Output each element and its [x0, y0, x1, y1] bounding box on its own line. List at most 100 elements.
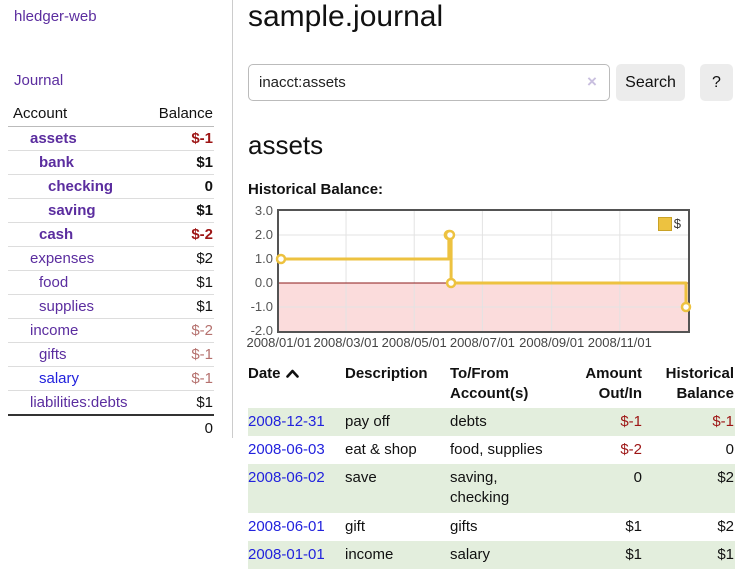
app-brand-link[interactable]: hledger-web — [14, 8, 97, 25]
chart-legend: $ — [655, 215, 683, 232]
register-header-accounts: To/From Account(s) — [450, 365, 529, 403]
transaction-description: save — [345, 464, 450, 513]
clear-search-icon[interactable]: × — [587, 72, 597, 91]
account-link-food[interactable]: food — [39, 274, 69, 291]
search-bar: × Search ? — [248, 64, 742, 101]
account-row: expenses $2 — [8, 246, 214, 271]
register-header-description: Description — [345, 365, 428, 382]
x-axis-tick-label: 2008/01/01 — [246, 335, 312, 350]
accounts-header-account: Account — [8, 102, 145, 127]
account-row: bank $1 — [8, 150, 214, 175]
accounts-total-value: 0 — [144, 414, 214, 440]
account-row: supplies $1 — [8, 294, 214, 319]
accounts-table: Account Balance assets $-1 bank $1 checking 0… — [8, 102, 214, 440]
account-link-bank[interactable]: bank — [39, 154, 75, 171]
transaction-description: gift — [345, 517, 366, 535]
transaction-amount: $1 — [566, 540, 643, 569]
account-row: cash $-2 — [8, 222, 214, 247]
transaction-balance: 0 — [725, 440, 734, 458]
legend-label: $ — [673, 216, 681, 231]
transaction-date-link[interactable]: 2008-01-01 — [248, 545, 325, 563]
register-header-date-label: Date — [248, 365, 281, 382]
transaction-balance: $2 — [717, 517, 734, 535]
account-link-liabilitiesdebts[interactable]: liabilities:debts — [30, 394, 128, 411]
search-input[interactable] — [248, 64, 610, 101]
transaction-date-link[interactable]: 2008-12-31 — [248, 412, 325, 430]
transaction-amount: 0 — [566, 464, 643, 513]
register-header-amount: Amount Out/In — [585, 365, 642, 403]
transaction-balance: $-1 — [643, 407, 735, 436]
x-axis-tick-label: 2008/03/01 — [313, 335, 379, 350]
register-table: Date Description To/From Account(s) Amou… — [248, 361, 735, 569]
transaction-amount: $-2 — [620, 440, 642, 458]
account-row: food $1 — [8, 270, 214, 295]
account-balance: $1 — [144, 294, 214, 319]
y-axis-tick-label: -1.0 — [250, 299, 273, 314]
account-row: checking 0 — [8, 174, 214, 199]
page-title: sample.journal — [248, 0, 444, 33]
account-row: salary $-1 — [8, 366, 214, 391]
account-row: assets $-1 — [8, 126, 214, 151]
register-header-date[interactable]: Date — [248, 361, 345, 408]
account-row: saving $1 — [8, 198, 214, 223]
account-link-assets[interactable]: assets — [30, 130, 77, 147]
transaction-date-link[interactable]: 2008-06-03 — [248, 440, 325, 458]
transaction-description: pay off — [345, 407, 450, 436]
account-balance: $1 — [144, 198, 214, 223]
accounts-header-balance: Balance — [144, 102, 214, 127]
account-row: income $-2 — [8, 318, 214, 343]
account-link-checking[interactable]: checking — [48, 178, 114, 195]
register-row: 2008-06-02 save saving, checking 0 $2 — [248, 464, 735, 513]
x-axis-tick-label: 2008/07/01 — [449, 335, 515, 350]
transaction-accounts: debts — [450, 407, 566, 436]
x-axis-tick-label: 2008/11/01 — [587, 335, 652, 350]
chevron-up-icon — [285, 364, 299, 384]
account-link-salary[interactable]: salary — [39, 370, 80, 387]
account-balance: $1 — [144, 270, 214, 295]
transaction-accounts: salary — [450, 540, 566, 569]
account-balance: $-2 — [144, 318, 214, 343]
register-row: 2008-12-31 pay off debts $-1 $-1 — [248, 407, 735, 436]
search-button[interactable]: Search — [616, 64, 685, 101]
register-header-balance: Historical Balance — [665, 365, 734, 403]
account-link-cash[interactable]: cash — [39, 226, 74, 243]
transaction-amount: $-1 — [566, 407, 643, 436]
transaction-balance: $2 — [643, 464, 735, 513]
account-row: liabilities:debts $1 — [8, 390, 214, 416]
account-balance: 0 — [144, 174, 214, 199]
y-axis-tick-label: 1.0 — [254, 251, 273, 266]
register-table-body: 2008-12-31 pay off debts $-1 $-1 2008-06-03 ea… — [248, 407, 735, 569]
register-row: 2008-01-01 income salary $1 $1 — [248, 540, 735, 569]
account-balance: $-1 — [144, 342, 214, 367]
chart-canvas — [275, 211, 692, 331]
account-row: gifts $-1 — [8, 342, 214, 367]
accounts-total-spacer — [8, 414, 145, 440]
account-balance: $-1 — [144, 366, 214, 391]
account-link-supplies[interactable]: supplies — [39, 298, 95, 315]
y-axis-tick-label: -2.0 — [250, 323, 273, 338]
chart-title: Historical Balance: — [248, 181, 384, 198]
register-row: 2008-06-03 eat & shop food, supplies $-2 0 — [248, 436, 735, 464]
transaction-date-link[interactable]: 2008-06-02 — [248, 469, 325, 486]
accounts-total-row: 0 — [8, 414, 214, 440]
account-balance: $-1 — [144, 126, 214, 151]
account-link-saving[interactable]: saving — [48, 202, 96, 219]
account-link-gifts[interactable]: gifts — [39, 346, 67, 363]
account-link-income[interactable]: income — [30, 322, 79, 339]
transaction-accounts: gifts — [450, 517, 478, 535]
x-axis-tick-label: 2008/09/01 — [519, 335, 585, 350]
sidebar: hledger-web Journal Account Balance asse… — [0, 0, 233, 440]
transaction-description: income — [345, 540, 450, 569]
transaction-date-link[interactable]: 2008-06-01 — [248, 517, 325, 535]
help-button[interactable]: ? — [700, 64, 733, 101]
legend-swatch-icon — [657, 216, 672, 231]
x-axis-tick-label: 2008/05/01 — [381, 335, 447, 350]
transaction-amount: $1 — [625, 517, 642, 535]
register-row: 2008-06-01 gift gifts $1 $2 — [248, 513, 735, 541]
account-link-expenses[interactable]: expenses — [30, 250, 95, 267]
transaction-accounts: food, supplies — [450, 440, 543, 458]
chart-plot-area: $ — [275, 209, 692, 333]
sidebar-item-journal[interactable]: Journal — [14, 72, 64, 89]
y-axis-tick-label: 3.0 — [254, 203, 273, 218]
y-axis-tick-label: 2.0 — [254, 227, 273, 242]
